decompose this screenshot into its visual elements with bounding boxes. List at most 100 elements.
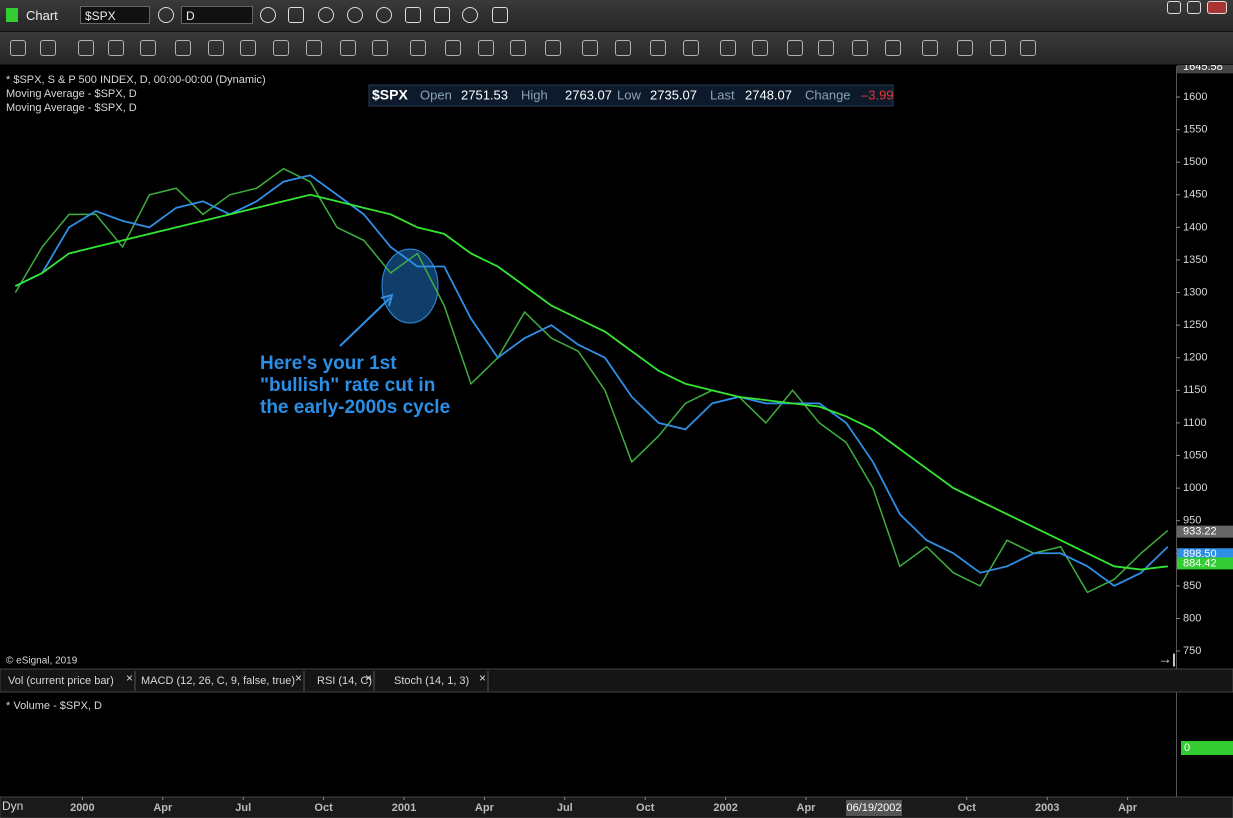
- volume-marker: [1181, 741, 1233, 755]
- help-button[interactable]: [1167, 1, 1181, 14]
- pane-tab[interactable]: RSI (14, C): [317, 675, 372, 687]
- y-tick-label: 750: [1183, 645, 1201, 657]
- tab-close: ×: [295, 671, 302, 685]
- maximize-button[interactable]: [1187, 1, 1201, 14]
- tool-button[interactable]: [410, 40, 426, 56]
- tool-button[interactable]: [40, 40, 56, 56]
- comment-button[interactable]: [434, 7, 450, 23]
- tool-button[interactable]: [78, 40, 94, 56]
- y-tick-label: 1500: [1183, 156, 1207, 168]
- x-tick-label: Apr: [153, 802, 173, 814]
- twitter-button[interactable]: [462, 7, 478, 23]
- tool-button[interactable]: [852, 40, 868, 56]
- pane-tab[interactable]: Vol (current price bar): [8, 675, 114, 687]
- tool-button[interactable]: [208, 40, 224, 56]
- axis-marker-label: 884.42: [1183, 557, 1217, 569]
- x-tick-label: Apr: [475, 802, 495, 814]
- facebook-button[interactable]: [492, 7, 508, 23]
- tool-button[interactable]: [372, 40, 388, 56]
- annotation: "bullish" rate cut in: [260, 375, 435, 396]
- tool-button[interactable]: [108, 40, 124, 56]
- tool-button[interactable]: [885, 40, 901, 56]
- annotation: Here's your 1st: [260, 353, 397, 374]
- app-icon: [6, 8, 18, 22]
- series-line: [15, 174, 1169, 587]
- quote-value: 2763.07: [565, 87, 612, 102]
- tool-button[interactable]: [683, 40, 699, 56]
- copyright: © eSignal, 2019: [6, 656, 78, 667]
- y-tick-label: 1300: [1183, 286, 1207, 298]
- y-tick-label: 1100: [1183, 417, 1207, 429]
- close-button[interactable]: [1207, 1, 1227, 14]
- quote-value: 2735.07: [650, 87, 697, 102]
- link-button[interactable]: [158, 7, 174, 23]
- y-tick-label: 1200: [1183, 352, 1207, 364]
- axis-marker-label: 933.22: [1183, 526, 1217, 538]
- tag-button[interactable]: [405, 7, 421, 23]
- x-tick-label: Oct: [314, 802, 333, 814]
- y-tick-label: 950: [1183, 515, 1201, 527]
- tool-button[interactable]: [306, 40, 322, 56]
- y-tick-label: 1000: [1183, 482, 1207, 494]
- tool-button[interactable]: [650, 40, 666, 56]
- drawing-toolbar: [0, 32, 1233, 65]
- x-tick-label: 2000: [70, 802, 94, 814]
- background: [0, 66, 1233, 818]
- refresh-button[interactable]: [318, 7, 334, 23]
- tool-button[interactable]: [818, 40, 834, 56]
- tool-button[interactable]: [990, 40, 1006, 56]
- quote-label: Change: [805, 87, 851, 102]
- tool-button[interactable]: [1020, 40, 1036, 56]
- quote-value: –3.99: [861, 87, 894, 102]
- pane-tab[interactable]: MACD (12, 26, C, 9, false, true): [141, 675, 295, 687]
- time-axis: [0, 796, 1233, 818]
- y-tick-label: 1400: [1183, 221, 1207, 233]
- x-tick-label: 2002: [713, 802, 737, 814]
- tool-button[interactable]: [340, 40, 356, 56]
- tool-button[interactable]: [478, 40, 494, 56]
- tool-button[interactable]: [582, 40, 598, 56]
- tool-button[interactable]: [957, 40, 973, 56]
- tool-button[interactable]: [787, 40, 803, 56]
- quote-bar: [368, 84, 894, 107]
- annotation: the early-2000s cycle: [260, 397, 450, 418]
- tab-close: ×: [365, 671, 372, 685]
- tool-button[interactable]: [752, 40, 768, 56]
- tab-bar: [0, 668, 1233, 693]
- tool-button[interactable]: [273, 40, 289, 56]
- symbol-input[interactable]: $SPX: [80, 6, 150, 24]
- cursor-date: 06/19/2002: [846, 802, 901, 814]
- tool-button[interactable]: [240, 40, 256, 56]
- scroll-end[interactable]: →|: [1158, 651, 1176, 667]
- tool-button[interactable]: [615, 40, 631, 56]
- quote-label: High: [521, 87, 548, 102]
- tool-button[interactable]: [10, 40, 26, 56]
- arrow: [339, 297, 391, 347]
- draw-button[interactable]: [288, 7, 304, 23]
- y-tick-label: 1600: [1183, 91, 1207, 103]
- tool-button[interactable]: [720, 40, 736, 56]
- x-tick-label: Apr: [797, 802, 817, 814]
- pane-tab[interactable]: Stoch (14, 1, 3): [394, 675, 469, 687]
- time-button[interactable]: [260, 7, 276, 23]
- mode[interactable]: Dyn: [2, 799, 23, 813]
- tool-button[interactable]: [545, 40, 561, 56]
- tool-button[interactable]: [140, 40, 156, 56]
- toolbar: Chart $SPX D: [0, 0, 1233, 32]
- tool-button[interactable]: [445, 40, 461, 56]
- tool-button[interactable]: [510, 40, 526, 56]
- axis-marker: [1177, 525, 1233, 538]
- alert-button[interactable]: [376, 7, 392, 23]
- x-tick-label: Oct: [636, 802, 655, 814]
- y-tick-label: 800: [1183, 612, 1201, 624]
- series-line: [14, 167, 1169, 594]
- quote-value: 2748.07: [745, 87, 792, 102]
- y-tick-label: 1050: [1183, 449, 1207, 461]
- play-button[interactable]: [347, 7, 363, 23]
- quote-value: 2751.53: [461, 87, 508, 102]
- interval-input[interactable]: D: [181, 6, 253, 24]
- y-tick-label: 1150: [1183, 384, 1207, 396]
- tool-button[interactable]: [922, 40, 938, 56]
- tool-button[interactable]: [175, 40, 191, 56]
